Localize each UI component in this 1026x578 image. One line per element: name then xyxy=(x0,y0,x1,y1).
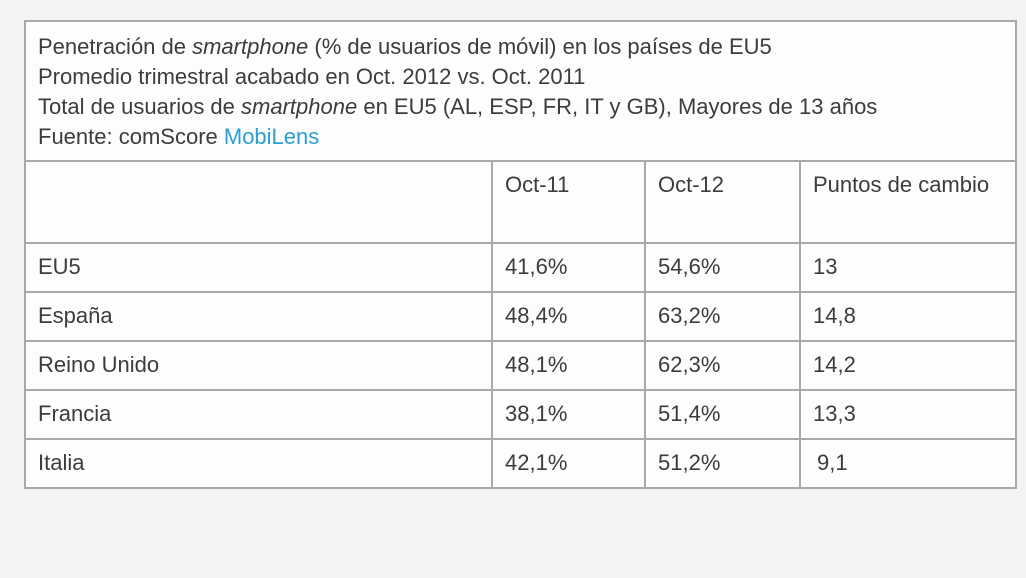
source-label: Fuente: comScore xyxy=(38,124,224,149)
cell-oct11: 41,6% xyxy=(491,242,646,293)
caption-title-em: smartphone xyxy=(192,34,309,59)
caption-title: Penetración de smartphone (% de usuarios… xyxy=(38,32,1003,62)
column-header-empty xyxy=(24,160,493,244)
cell-oct11: 48,1% xyxy=(491,340,646,391)
caption-population-pre: Total de usuarios de xyxy=(38,94,242,119)
table-caption: Penetración de smartphone (% de usuarios… xyxy=(24,20,1017,162)
cell-change: 14,8 xyxy=(799,291,1017,342)
row-label: España xyxy=(24,291,493,342)
table-row: Italia 42,1% 51,2% 9,1 xyxy=(24,438,1017,489)
cell-oct12: 51,4% xyxy=(644,389,801,440)
caption-population: Total de usuarios de smartphone en EU5 (… xyxy=(38,92,1003,122)
caption-row: Penetración de smartphone (% de usuarios… xyxy=(24,20,1017,162)
cell-change: 14,2 xyxy=(799,340,1017,391)
column-header-change: Puntos de cambio xyxy=(799,160,1017,244)
table-row: Reino Unido 48,1% 62,3% 14,2 xyxy=(24,340,1017,391)
cell-oct11: 42,1% xyxy=(491,438,646,489)
cell-change: 9,1 xyxy=(799,438,1017,489)
table-row: España 48,4% 63,2% 14,8 xyxy=(24,291,1017,342)
cell-oct11: 48,4% xyxy=(491,291,646,342)
table-row: Francia 38,1% 51,4% 13,3 xyxy=(24,389,1017,440)
row-label: EU5 xyxy=(24,242,493,293)
caption-population-em: smartphone xyxy=(241,94,358,119)
cell-change: 13,3 xyxy=(799,389,1017,440)
caption-population-post: en EU5 (AL, ESP, FR, IT y GB), Mayores d… xyxy=(357,94,878,119)
cell-oct12: 51,2% xyxy=(644,438,801,489)
row-label: Francia xyxy=(24,389,493,440)
cell-change: 13 xyxy=(799,242,1017,293)
cell-oct11: 38,1% xyxy=(491,389,646,440)
cell-oct12: 63,2% xyxy=(644,291,801,342)
row-label: Italia xyxy=(24,438,493,489)
caption-period: Promedio trimestral acabado en Oct. 2012… xyxy=(38,64,586,89)
caption-title-post: (% de usuarios de móvil) en los países d… xyxy=(308,34,772,59)
caption-title-pre: Penetración de xyxy=(38,34,193,59)
column-header-oct12: Oct-12 xyxy=(644,160,801,244)
header-row: Oct-11 Oct-12 Puntos de cambio xyxy=(24,160,1017,244)
cell-oct12: 54,6% xyxy=(644,242,801,293)
cell-oct12: 62,3% xyxy=(644,340,801,391)
table-row: EU5 41,6% 54,6% 13 xyxy=(24,242,1017,293)
mobilens-link[interactable]: MobiLens xyxy=(223,124,320,149)
row-label: Reino Unido xyxy=(24,340,493,391)
caption-source: Fuente: comScore MobiLens xyxy=(38,122,1003,152)
smartphone-penetration-table: Penetración de smartphone (% de usuarios… xyxy=(24,20,1017,489)
column-header-oct11: Oct-11 xyxy=(491,160,646,244)
